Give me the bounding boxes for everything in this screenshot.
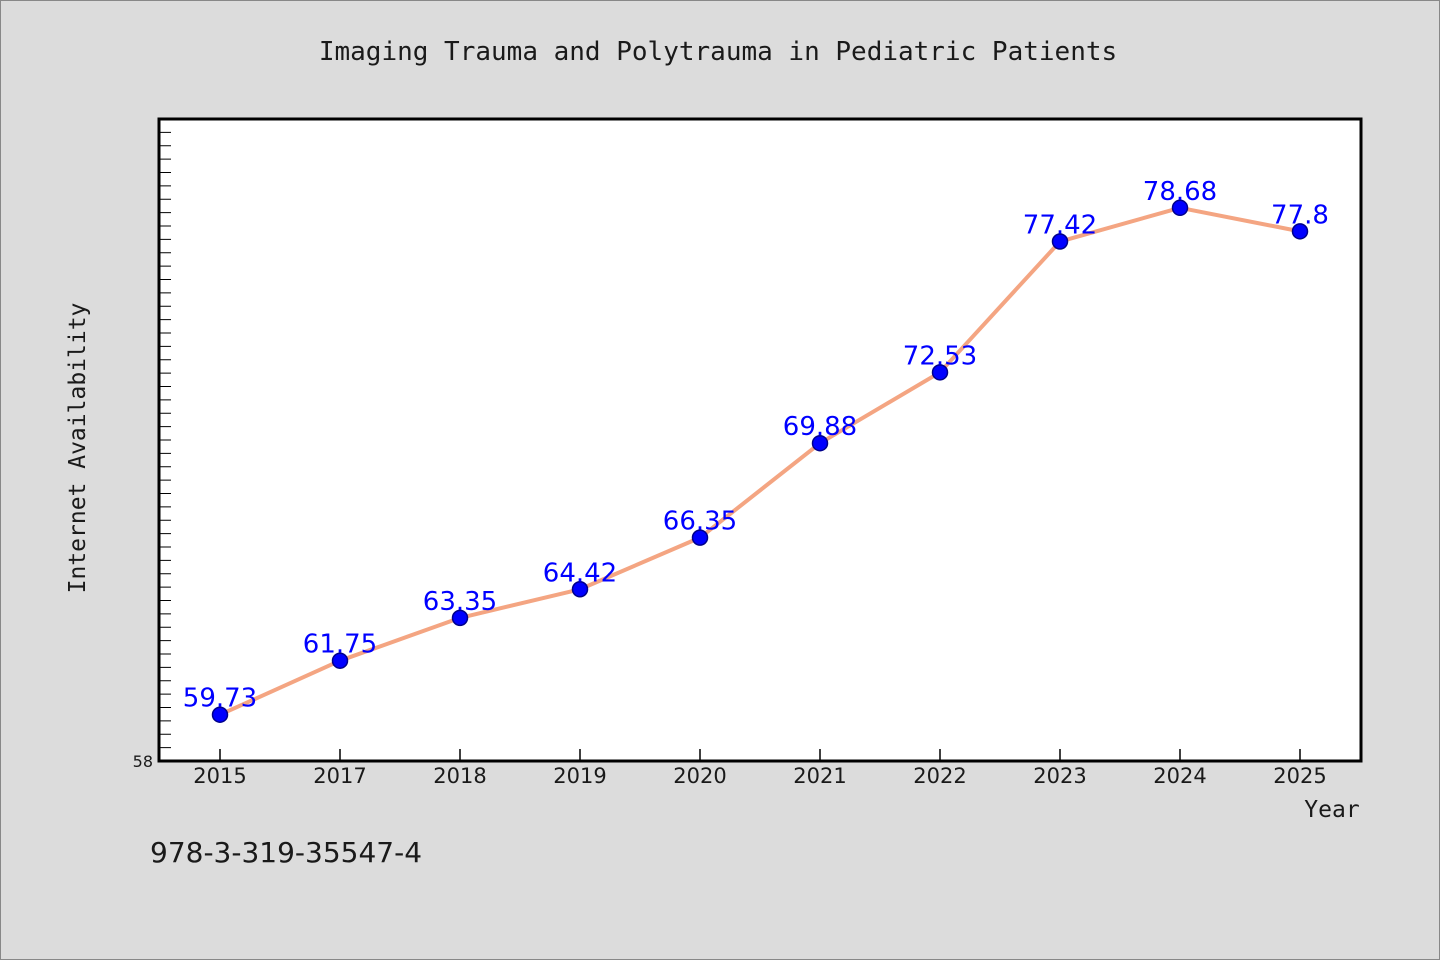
x-tick-label: 2022 (913, 764, 966, 788)
x-axis-label: Year (1304, 797, 1359, 823)
y-axis-tick-labels: 58 (133, 752, 153, 771)
data-label: 59.73 (183, 684, 257, 714)
data-point (811, 434, 829, 452)
x-axis-ticks (219, 749, 1301, 761)
y-axis-ticks (159, 131, 171, 749)
data-point (331, 652, 349, 669)
data-point (571, 581, 589, 598)
data-label: 72.53 (903, 341, 977, 371)
data-point (691, 529, 709, 546)
data-point (211, 706, 229, 723)
y-axis-label: Internet Availability (65, 303, 91, 594)
x-tick-label: 2015 (193, 764, 246, 788)
x-tick-label: 2019 (553, 764, 606, 788)
data-label: 63.35 (423, 587, 497, 617)
data-label: 64.42 (543, 558, 617, 588)
x-tick-label: 2024 (1153, 764, 1206, 788)
data-label: 78.68 (1143, 177, 1217, 207)
x-tick-label: 2023 (1033, 764, 1086, 788)
x-tick-label: 2021 (793, 764, 846, 788)
x-tick-label: 2018 (433, 764, 486, 788)
data-point (1291, 223, 1309, 240)
series-line (219, 205, 1301, 717)
chart-title: Imaging Trauma and Polytrauma in Pediatr… (319, 37, 1117, 67)
data-label: 66.35 (663, 507, 737, 537)
data-label: 77.8 (1271, 200, 1329, 230)
data-label: 77.42 (1023, 211, 1097, 241)
series-markers (211, 199, 1309, 723)
data-point (1171, 199, 1189, 217)
data-labels: 59.73 61.75 63.35 64.42 66.35 69.88 72.53 77.42… (183, 177, 1329, 714)
x-tick-label: 2017 (313, 764, 366, 788)
footnote-isbn: 978-3-319-35547-4 (150, 836, 422, 869)
x-tick-label: 2020 (673, 764, 726, 788)
data-label: 61.75 (303, 630, 377, 660)
data-point (931, 364, 949, 381)
x-tick-label: 2025 (1273, 764, 1326, 788)
x-axis-tick-labels: 2015 2017 2018 2019 2020 2021 2022 2023 2024 2025 (193, 764, 1326, 788)
y-tick-label: 58 (133, 752, 153, 771)
data-label: 69.88 (783, 412, 857, 442)
data-point (451, 609, 469, 627)
data-point (1051, 233, 1069, 250)
